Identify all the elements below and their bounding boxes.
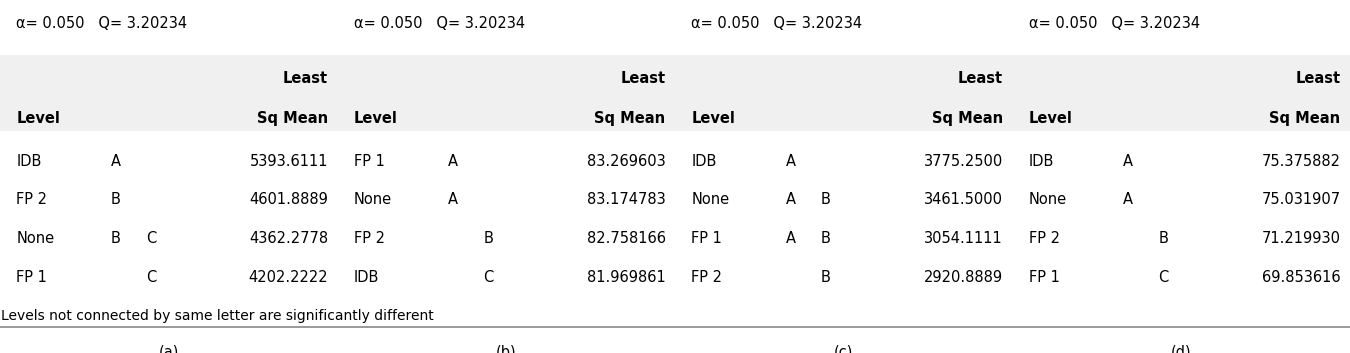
Text: 3054.1111: 3054.1111 — [925, 231, 1003, 246]
Text: None: None — [1029, 192, 1066, 207]
Text: FP 1: FP 1 — [16, 270, 47, 285]
Text: A: A — [1123, 192, 1133, 207]
Text: α= 0.050   Q= 3.20234: α= 0.050 Q= 3.20234 — [1029, 16, 1200, 31]
Text: 83.174783: 83.174783 — [587, 192, 666, 207]
Text: Level: Level — [1029, 111, 1072, 126]
Text: C: C — [146, 231, 157, 246]
Text: Levels not connected by same letter are significantly different: Levels not connected by same letter are … — [1, 309, 435, 323]
Text: Sq Mean: Sq Mean — [256, 111, 328, 126]
Text: Sq Mean: Sq Mean — [594, 111, 666, 126]
Text: (b): (b) — [495, 344, 517, 353]
Text: 4362.2778: 4362.2778 — [248, 231, 328, 246]
Text: IDB: IDB — [354, 270, 379, 285]
Text: A: A — [1123, 154, 1133, 168]
Text: A: A — [786, 154, 795, 168]
Text: FP 2: FP 2 — [1029, 231, 1060, 246]
Text: FP 1: FP 1 — [1029, 270, 1060, 285]
Text: 75.375882: 75.375882 — [1261, 154, 1341, 168]
Text: Least: Least — [284, 71, 328, 85]
Text: 5393.6111: 5393.6111 — [250, 154, 328, 168]
Text: B: B — [821, 192, 830, 207]
Text: (c): (c) — [834, 344, 853, 353]
Text: 83.269603: 83.269603 — [587, 154, 666, 168]
Text: None: None — [354, 192, 391, 207]
FancyBboxPatch shape — [0, 55, 1350, 131]
Text: FP 2: FP 2 — [16, 192, 47, 207]
Text: α= 0.050   Q= 3.20234: α= 0.050 Q= 3.20234 — [16, 16, 188, 31]
Text: B: B — [483, 231, 493, 246]
Text: B: B — [111, 192, 120, 207]
Text: (d): (d) — [1170, 344, 1192, 353]
Text: FP 1: FP 1 — [691, 231, 722, 246]
Text: Sq Mean: Sq Mean — [1269, 111, 1341, 126]
Text: 75.031907: 75.031907 — [1261, 192, 1341, 207]
Text: C: C — [483, 270, 494, 285]
Text: Least: Least — [1296, 71, 1341, 85]
Text: C: C — [146, 270, 157, 285]
Text: None: None — [691, 192, 729, 207]
Text: 2920.8889: 2920.8889 — [923, 270, 1003, 285]
Text: α= 0.050   Q= 3.20234: α= 0.050 Q= 3.20234 — [691, 16, 863, 31]
Text: 3461.5000: 3461.5000 — [923, 192, 1003, 207]
Text: 3775.2500: 3775.2500 — [923, 154, 1003, 168]
Text: B: B — [821, 231, 830, 246]
Text: 81.969861: 81.969861 — [587, 270, 666, 285]
Text: None: None — [16, 231, 54, 246]
Text: B: B — [1158, 231, 1168, 246]
Text: FP 2: FP 2 — [354, 231, 385, 246]
Text: B: B — [111, 231, 120, 246]
Text: IDB: IDB — [691, 154, 717, 168]
Text: A: A — [786, 231, 795, 246]
Text: A: A — [448, 154, 458, 168]
Text: 4202.2222: 4202.2222 — [248, 270, 328, 285]
Text: Level: Level — [16, 111, 59, 126]
Text: A: A — [448, 192, 458, 207]
Text: 71.219930: 71.219930 — [1261, 231, 1341, 246]
Text: C: C — [1158, 270, 1169, 285]
Text: 69.853616: 69.853616 — [1262, 270, 1341, 285]
Text: FP 1: FP 1 — [354, 154, 385, 168]
Text: Sq Mean: Sq Mean — [931, 111, 1003, 126]
Text: α= 0.050   Q= 3.20234: α= 0.050 Q= 3.20234 — [354, 16, 525, 31]
Text: Level: Level — [354, 111, 397, 126]
Text: Least: Least — [958, 71, 1003, 85]
Text: Least: Least — [621, 71, 666, 85]
Text: FP 2: FP 2 — [691, 270, 722, 285]
Text: 4601.8889: 4601.8889 — [250, 192, 328, 207]
Text: (a): (a) — [158, 344, 180, 353]
Text: Level: Level — [691, 111, 734, 126]
Text: IDB: IDB — [1029, 154, 1054, 168]
Text: A: A — [111, 154, 120, 168]
Text: 82.758166: 82.758166 — [586, 231, 666, 246]
Text: B: B — [821, 270, 830, 285]
Text: A: A — [786, 192, 795, 207]
Text: IDB: IDB — [16, 154, 42, 168]
